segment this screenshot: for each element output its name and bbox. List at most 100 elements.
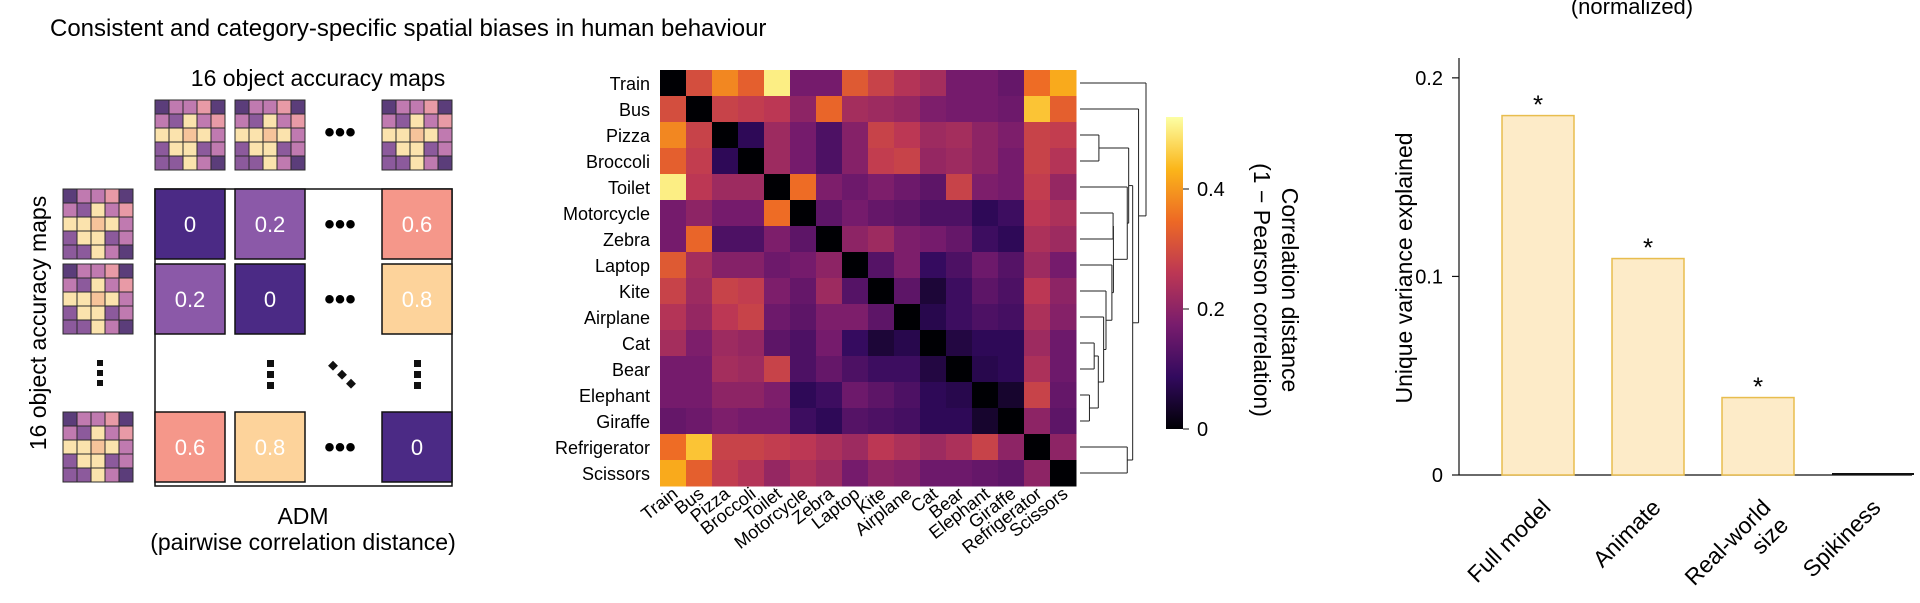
heatmap-cell: [660, 460, 687, 487]
colorbar-label-sub: (1 − Pearson correlation): [1249, 163, 1275, 417]
adm-cell-value: 0.6: [402, 212, 433, 237]
accuracy-map-cell: [381, 141, 397, 157]
accuracy-map-cell: [248, 99, 264, 115]
heatmap-cell: [738, 70, 765, 97]
accuracy-map-cell: [76, 291, 92, 307]
heatmap-cell: [998, 330, 1025, 357]
accuracy-map-cell: [290, 155, 306, 171]
heatmap-cell: [842, 226, 869, 253]
heatmap-cell: [764, 70, 791, 97]
heatmap-cell: [842, 434, 869, 461]
heatmap-row-label: Refrigerator: [555, 438, 650, 458]
accuracy-map-cell: [62, 453, 78, 469]
heatmap-cell: [868, 174, 895, 201]
accuracy-map-cell: [234, 141, 250, 157]
heatmap-cell: [998, 96, 1025, 123]
accuracy-map-cell: [104, 439, 120, 455]
heatmap-cell: [790, 200, 817, 227]
accuracy-map-cell: [62, 425, 78, 441]
heatmap-cell: [1024, 252, 1051, 279]
heatmap-cell: [894, 330, 921, 357]
heatmap-cell: [946, 174, 973, 201]
heatmap-cell: [712, 252, 739, 279]
accuracy-map-cell: [104, 425, 120, 441]
heatmap-cell: [1024, 174, 1051, 201]
heatmap-cell: [686, 382, 713, 409]
heatmap-cell: [764, 330, 791, 357]
heatmap-cell: [1050, 382, 1077, 409]
diagonal-ellipsis-marker: [337, 369, 347, 380]
heatmap-cell: [816, 408, 843, 435]
heatmap-cell: [920, 330, 947, 357]
heatmap-cell: [660, 434, 687, 461]
heatmap-cell: [738, 122, 765, 149]
heatmap-cell: [738, 96, 765, 123]
accuracy-map-cell: [90, 291, 106, 307]
heatmap-cell: [712, 330, 739, 357]
bar-chart-ylabel: Unique variance explained: [1391, 132, 1417, 403]
accuracy-map-cell: [395, 127, 411, 143]
heatmap-cell: [816, 122, 843, 149]
accuracy-map-cell: [276, 141, 292, 157]
adm-cell: [154, 411, 226, 483]
heatmap-cell: [1024, 96, 1051, 123]
accuracy-map-cell: [234, 127, 250, 143]
heatmap-cell: [868, 96, 895, 123]
accuracy-map-cell: [104, 188, 120, 204]
accuracy-map-cell: [409, 113, 425, 129]
accuracy-map-cell: [104, 453, 120, 469]
heatmap-cell: [868, 460, 895, 487]
accuracy-map-cell: [381, 127, 397, 143]
top-accuracy-maps: •••: [154, 99, 453, 171]
adm-cell: [381, 188, 453, 260]
heatmap-cell: [764, 304, 791, 331]
adm-cell: [381, 411, 453, 483]
accuracy-map-cell: [290, 141, 306, 157]
heatmap-cell: [894, 122, 921, 149]
heatmap-cell: [816, 174, 843, 201]
heatmap-cell: [894, 356, 921, 383]
heatmap-cell: [842, 70, 869, 97]
heatmap-cell: [920, 252, 947, 279]
heatmap-cell: [790, 226, 817, 253]
heatmap-cell: [946, 252, 973, 279]
heatmap-cell: [842, 460, 869, 487]
adm-left-label: 16 object accuracy maps: [25, 196, 51, 450]
heatmap-cell: [660, 200, 687, 227]
heatmap-cell: [790, 70, 817, 97]
accuracy-map-cell: [437, 155, 453, 171]
colorbar-tick-label: 0.4: [1197, 179, 1225, 201]
heatmap-cell: [998, 226, 1025, 253]
heatmap-cell: [816, 148, 843, 175]
accuracy-map-cell: [437, 99, 453, 115]
left-accuracy-maps: [62, 188, 134, 483]
heatmap-cell: [712, 96, 739, 123]
adm-cell-value: 0: [264, 287, 276, 312]
heatmap-cell: [738, 226, 765, 253]
accuracy-map-cell: [168, 141, 184, 157]
heatmap-cell: [946, 408, 973, 435]
heatmap-cell: [712, 356, 739, 383]
accuracy-map-cell: [276, 99, 292, 115]
heatmap-cell: [738, 356, 765, 383]
heatmap-cell: [998, 174, 1025, 201]
accuracy-map-cell: [168, 99, 184, 115]
heatmap-cell: [686, 174, 713, 201]
accuracy-map-cell: [290, 99, 306, 115]
accuracy-map-cell: [90, 277, 106, 293]
heatmap-cell: [764, 252, 791, 279]
adm-cell: [154, 263, 226, 335]
heatmap-cell: [920, 382, 947, 409]
accuracy-map-cell: [76, 319, 92, 335]
vertical-ellipsis-marker: [414, 360, 421, 367]
adm-cell-value: 0.2: [175, 287, 206, 312]
heatmap-cell: [1050, 174, 1077, 201]
heatmap-cell: [686, 226, 713, 253]
heatmap-cell: [1050, 200, 1077, 227]
heatmap-row-label: Motorcycle: [563, 204, 650, 224]
heatmap-cell: [842, 408, 869, 435]
accuracy-map-cell: [62, 202, 78, 218]
accuracy-map-cell: [248, 127, 264, 143]
accuracy-map-cell: [182, 127, 198, 143]
